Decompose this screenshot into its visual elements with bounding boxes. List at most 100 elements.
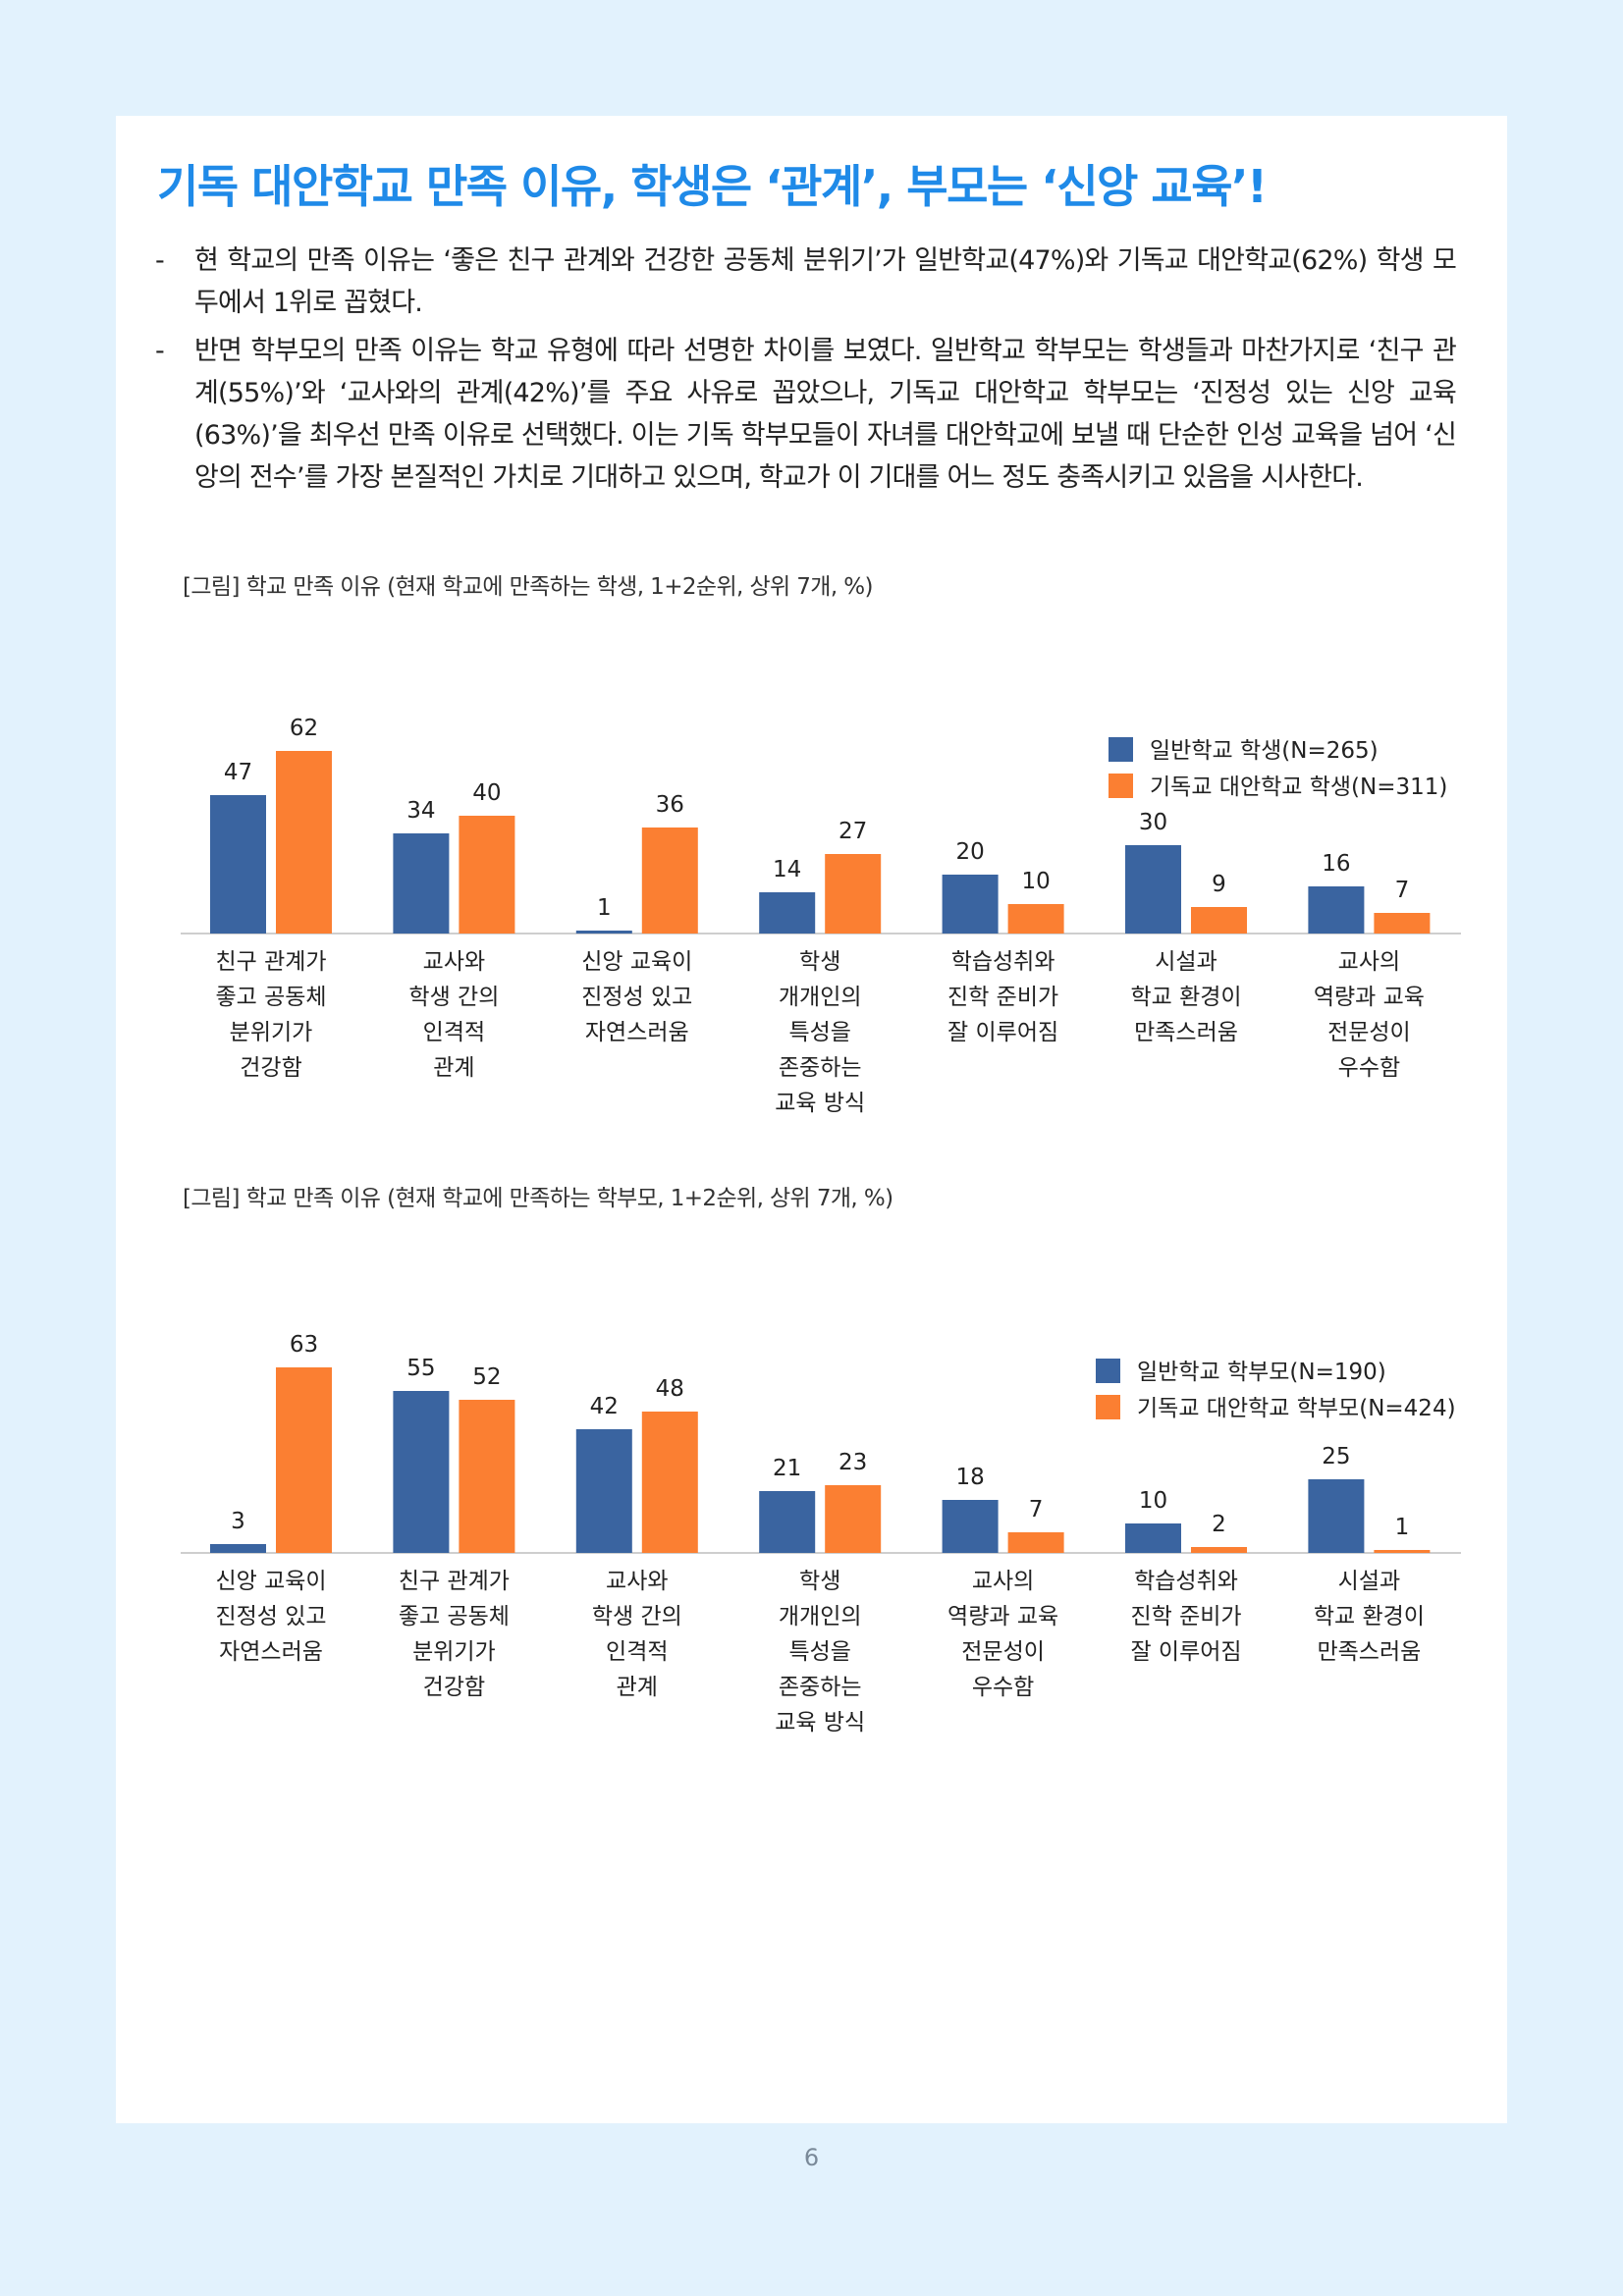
- data-label-christian: 7: [1395, 878, 1410, 903]
- legend-swatch: [1096, 1395, 1120, 1419]
- category-label-line: 전문성이: [961, 1639, 1045, 1665]
- category-label-line: 학습성취와: [951, 949, 1055, 975]
- bar-christian: [1374, 1550, 1431, 1553]
- chart-svg: 47 62 친구 관계가 좋고 공동체 분위기가 건강함 34 40 교사와 학생 간의 인격적 관계…: [181, 716, 1461, 1116]
- category-label: 학습성취와 진학 준비가 잘 이루어짐: [947, 949, 1058, 1045]
- category-label-line: 교사와: [606, 1569, 668, 1594]
- category-label-line: 역량과 교육: [947, 1604, 1058, 1629]
- figure-caption-students: [그림] 학교 만족 이유 (현재 학교에 만족하는 학생, 1+2순위, 상위…: [183, 574, 874, 600]
- data-label-christian: 36: [656, 792, 684, 818]
- category-label: 학생 개개인의 특성을 존중하는 교육 방식: [775, 1569, 865, 1735]
- category-label-line: 관계: [433, 1055, 474, 1081]
- bar-general: [1125, 1523, 1181, 1553]
- report-card: 기독 대안학교 만족 이유, 학생은 ‘관계’, 부모는 ‘신앙 교육’! - …: [116, 116, 1507, 2123]
- bullet-paragraph-2: - 반면 학부모의 만족 이유는 학교 유형에 따라 선명한 차이를 보였다. …: [155, 330, 1457, 499]
- bar-general: [575, 931, 632, 934]
- category-label-line: 역량과 교육: [1314, 985, 1425, 1010]
- bullet-dash: -: [155, 336, 165, 366]
- data-label-general: 47: [224, 760, 252, 785]
- category-label-line: 학교 환경이: [1130, 985, 1241, 1010]
- data-label-christian: 63: [290, 1332, 318, 1358]
- category-label-line: 교육 방식: [775, 1710, 865, 1735]
- bar-general: [393, 1391, 450, 1553]
- data-label-general: 42: [590, 1394, 619, 1419]
- bullet-dash: -: [155, 245, 165, 276]
- category-label-line: 좋고 공동체: [399, 1604, 510, 1629]
- category-label-line: 교육 방식: [775, 1091, 865, 1116]
- category-label-line: 만족스러움: [1317, 1639, 1421, 1665]
- category-label-line: 시설과: [1155, 949, 1217, 975]
- data-label-christian: 40: [472, 780, 501, 806]
- data-label-general: 21: [773, 1456, 801, 1481]
- bar-general: [942, 1500, 999, 1553]
- figure-caption-parents: [그림] 학교 만족 이유 (현재 학교에 만족하는 학부모, 1+2순위, 상…: [183, 1186, 893, 1211]
- category-label-line: 잘 이루어짐: [947, 1020, 1058, 1045]
- bar-christian: [1007, 1532, 1064, 1553]
- category-label-line: 인격적: [606, 1639, 668, 1665]
- legend-label: 일반학교 학생(N=265): [1150, 738, 1379, 764]
- chart-svg: 3 63 신앙 교육이 진정성 있고 자연스러움 55 52 친구 관계가 좋고 공동체 분위기가…: [181, 1332, 1461, 1735]
- legend-swatch: [1096, 1359, 1120, 1383]
- legend-swatch: [1109, 737, 1133, 762]
- data-label-christian: 2: [1212, 1512, 1226, 1537]
- category-label-line: 신앙 교육이: [581, 949, 692, 975]
- bar-general: [393, 833, 450, 934]
- legend-label: 일반학교 학부모(N=190): [1137, 1360, 1386, 1385]
- category-label: 친구 관계가 좋고 공동체 분위기가 건강함: [215, 949, 326, 1081]
- category-label-line: 교사와: [423, 949, 485, 975]
- category-label-line: 학생: [799, 1569, 840, 1594]
- category-label-line: 존중하는: [779, 1055, 862, 1081]
- category-label-line: 학생 간의: [592, 1604, 682, 1629]
- bar-christian: [1374, 913, 1431, 934]
- legend-swatch: [1109, 774, 1133, 798]
- bar-christian: [276, 751, 332, 934]
- data-label-general: 20: [955, 839, 984, 865]
- bullet-text: 반면 학부모의 만족 이유는 학교 유형에 따라 선명한 차이를 보였다. 일반…: [194, 336, 1457, 493]
- bar-christian: [825, 1485, 882, 1553]
- category-label-line: 학습성취와: [1134, 1569, 1238, 1594]
- data-label-christian: 7: [1029, 1497, 1044, 1522]
- data-label-christian: 48: [656, 1376, 684, 1402]
- category-label-line: 분위기가: [412, 1639, 496, 1665]
- bar-general: [1125, 845, 1181, 934]
- data-label-general: 55: [406, 1356, 435, 1381]
- category-label-line: 학교 환경이: [1314, 1604, 1425, 1629]
- bar-general: [575, 1429, 632, 1553]
- category-label-line: 인격적: [423, 1020, 485, 1045]
- data-label-general: 1: [597, 895, 612, 921]
- category-label-line: 잘 이루어짐: [1130, 1639, 1241, 1665]
- category-label-line: 특성을: [788, 1020, 850, 1045]
- category-label-line: 친구 관계가: [399, 1569, 510, 1594]
- data-label-christian: 9: [1212, 872, 1226, 897]
- category-label-line: 건강함: [423, 1675, 485, 1700]
- category-label-line: 우수함: [1338, 1055, 1400, 1081]
- data-label-christian: 52: [472, 1364, 501, 1390]
- data-label-christian: 1: [1395, 1515, 1410, 1540]
- category-label-line: 관계: [617, 1675, 658, 1700]
- bar-general: [759, 1491, 816, 1553]
- data-label-general: 30: [1139, 810, 1167, 835]
- bar-general: [1308, 1479, 1365, 1553]
- bar-christian: [825, 854, 882, 934]
- category-label-line: 시설과: [1338, 1569, 1400, 1594]
- category-label-line: 건강함: [240, 1055, 301, 1081]
- category-label-line: 학생: [799, 949, 840, 975]
- bullet-paragraph-1: - 현 학교의 만족 이유는 ‘좋은 친구 관계와 건강한 공동체 분위기’가 …: [155, 240, 1457, 324]
- bar-christian: [276, 1367, 332, 1553]
- category-label-line: 진정성 있고: [215, 1604, 326, 1629]
- data-label-christian: 10: [1021, 869, 1050, 894]
- data-label-general: 3: [231, 1509, 245, 1534]
- legend-label: 기독교 대안학교 학부모(N=424): [1137, 1396, 1456, 1421]
- category-label-line: 개개인의: [779, 985, 862, 1010]
- bullet-text: 현 학교의 만족 이유는 ‘좋은 친구 관계와 건강한 공동체 분위기’가 일반…: [194, 245, 1457, 318]
- bar-christian: [1191, 1547, 1247, 1553]
- data-label-general: 18: [955, 1465, 984, 1490]
- category-label-line: 만족스러움: [1134, 1020, 1238, 1045]
- page-title: 기독 대안학교 만족 이유, 학생은 ‘관계’, 부모는 ‘신앙 교육’!: [157, 160, 1268, 213]
- page-number: 6: [803, 2144, 820, 2171]
- category-label-line: 교사의: [972, 1569, 1034, 1594]
